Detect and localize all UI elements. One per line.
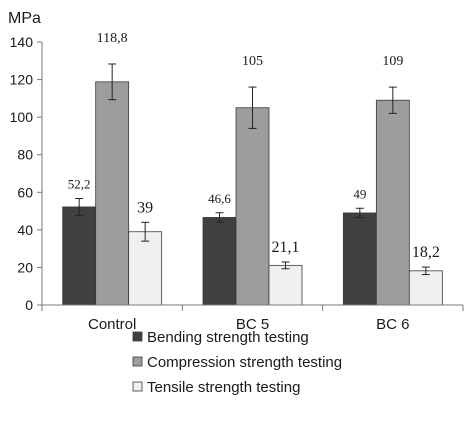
legend-swatch bbox=[132, 381, 143, 392]
data-label: 118,8 bbox=[97, 31, 128, 46]
bar bbox=[375, 99, 410, 306]
x-axis-labels: Control BC 5 BC 6 bbox=[88, 316, 410, 333]
data-label: 52,2 bbox=[68, 176, 91, 191]
bar bbox=[408, 270, 443, 306]
x-axis-ticks bbox=[41, 305, 464, 311]
value-labels-group: 52,2 118,8 39 46,6 105 21,1 49 109 18,2 bbox=[68, 31, 440, 261]
bar bbox=[268, 264, 303, 306]
data-label: 109 bbox=[382, 54, 403, 69]
y-tick-label: 140 bbox=[10, 34, 34, 50]
legend-label: Tensile strength testing bbox=[147, 379, 300, 396]
legend-swatch bbox=[132, 356, 143, 367]
data-label: 21,1 bbox=[272, 239, 300, 256]
bars-group bbox=[62, 81, 443, 306]
bar bbox=[342, 212, 377, 306]
bar bbox=[95, 81, 130, 306]
data-label: 49 bbox=[353, 186, 366, 201]
bar bbox=[235, 107, 270, 306]
data-label: 39 bbox=[137, 199, 153, 216]
y-tick-label: 40 bbox=[17, 222, 33, 238]
bar bbox=[202, 217, 237, 306]
x-tick-label: BC 5 bbox=[236, 316, 269, 333]
legend-swatch bbox=[132, 331, 143, 342]
x-tick-label: BC 6 bbox=[376, 316, 409, 333]
y-axis-label: MPa bbox=[8, 10, 41, 27]
y-tick-label: 20 bbox=[17, 259, 33, 275]
legend-label: Bending strength testing bbox=[147, 329, 309, 346]
bar bbox=[62, 206, 97, 306]
data-label: 105 bbox=[242, 54, 263, 69]
data-label: 18,2 bbox=[412, 244, 440, 261]
legend: Bending strength testing Compression stre… bbox=[132, 329, 342, 396]
data-label: 46,6 bbox=[208, 191, 231, 206]
legend-label: Compression strength testing bbox=[147, 354, 342, 371]
y-axis-ticks: 0 20 40 60 80 100 120 140 bbox=[10, 34, 42, 313]
y-tick-label: 100 bbox=[10, 109, 34, 125]
error-bars-group bbox=[75, 63, 430, 276]
y-tick-label: 60 bbox=[17, 184, 33, 200]
y-tick-label: 120 bbox=[10, 72, 34, 88]
y-tick-label: 0 bbox=[25, 297, 33, 313]
y-tick-label: 80 bbox=[17, 147, 33, 163]
bar bbox=[128, 231, 163, 306]
x-tick-label: Control bbox=[88, 316, 136, 333]
